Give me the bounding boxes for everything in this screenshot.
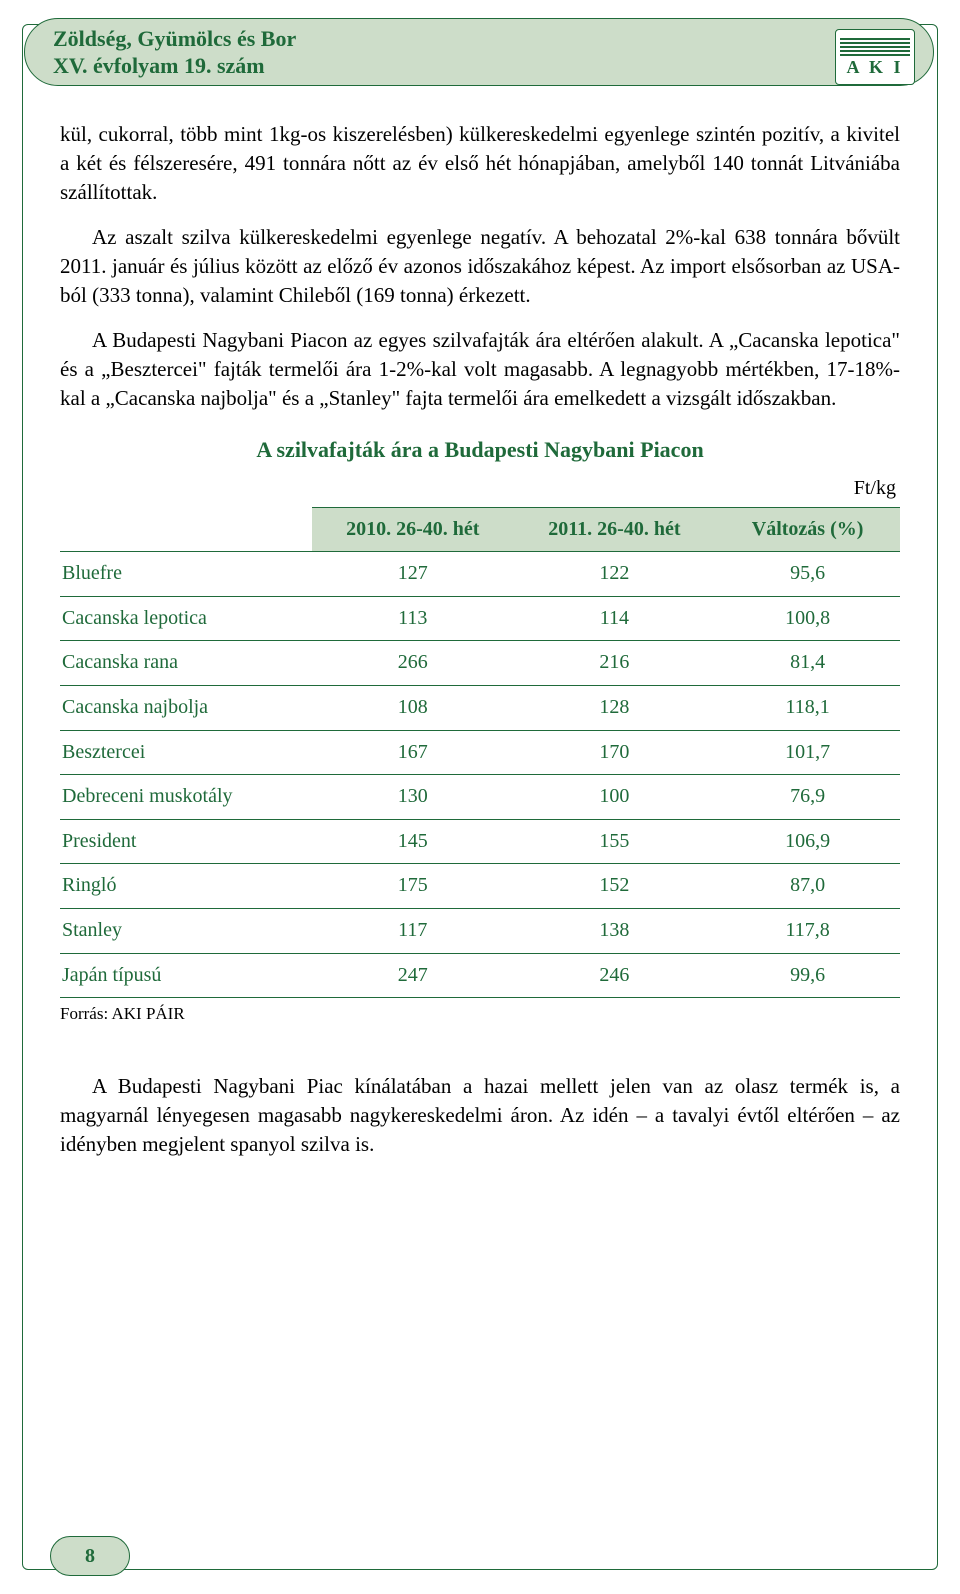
- row-value: 95,6: [715, 552, 900, 597]
- row-value: 266: [312, 641, 514, 686]
- body-paragraph-2: Az aszalt szilva külkereskedelmi egyenle…: [60, 223, 900, 310]
- table-col-change: Változás (%): [715, 507, 900, 552]
- body-paragraph-4: A Budapesti Nagybani Piac kínálatában a …: [60, 1072, 900, 1159]
- row-value: 246: [514, 953, 716, 998]
- table-body: Bluefre12712295,6Cacanska lepotica113114…: [60, 552, 900, 998]
- row-label: President: [60, 819, 312, 864]
- row-label: Besztercei: [60, 730, 312, 775]
- row-value: 247: [312, 953, 514, 998]
- table-row: Cacanska rana26621681,4: [60, 641, 900, 686]
- body-paragraph-3: A Budapesti Nagybani Piacon az egyes szi…: [60, 326, 900, 413]
- row-value: 130: [312, 775, 514, 820]
- row-value: 155: [514, 819, 716, 864]
- page: Zöldség, Gyümölcs és Bor XV. évfolyam 19…: [0, 0, 960, 1594]
- table-header-row: 2010. 26-40. hét 2011. 26-40. hét Változ…: [60, 507, 900, 552]
- row-value: 117: [312, 909, 514, 954]
- publication-issue: XV. évfolyam 19. szám: [53, 53, 265, 78]
- table-row: Cacanska lepotica113114100,8: [60, 596, 900, 641]
- row-value: 128: [514, 686, 716, 731]
- row-label: Japán típusú: [60, 953, 312, 998]
- row-value: 113: [312, 596, 514, 641]
- row-value: 114: [514, 596, 716, 641]
- row-value: 99,6: [715, 953, 900, 998]
- publication-header: Zöldség, Gyümölcs és Bor XV. évfolyam 19…: [53, 25, 296, 80]
- table-row: Ringló17515287,0: [60, 864, 900, 909]
- row-value: 175: [312, 864, 514, 909]
- table-unit-label: Ft/kg: [60, 475, 900, 503]
- table-title: A szilvafajták ára a Budapesti Nagybani …: [60, 435, 900, 465]
- table-row: Stanley117138117,8: [60, 909, 900, 954]
- price-table: 2010. 26-40. hét 2011. 26-40. hét Változ…: [60, 507, 900, 999]
- row-label: Bluefre: [60, 552, 312, 597]
- page-number: 8: [85, 1545, 95, 1568]
- aki-logo: A K I: [835, 29, 915, 85]
- table-col-2011: 2011. 26-40. hét: [514, 507, 716, 552]
- row-label: Cacanska lepotica: [60, 596, 312, 641]
- row-value: 167: [312, 730, 514, 775]
- row-value: 100,8: [715, 596, 900, 641]
- table-row: Besztercei167170101,7: [60, 730, 900, 775]
- page-number-pill: 8: [50, 1536, 130, 1576]
- table-source: Forrás: AKI PÁIR: [60, 1002, 900, 1025]
- aki-logo-stripes: [840, 38, 910, 56]
- row-value: 138: [514, 909, 716, 954]
- row-value: 216: [514, 641, 716, 686]
- row-label: Stanley: [60, 909, 312, 954]
- row-value: 81,4: [715, 641, 900, 686]
- row-label: Ringló: [60, 864, 312, 909]
- row-value: 108: [312, 686, 514, 731]
- table-row: Japán típusú24724699,6: [60, 953, 900, 998]
- row-value: 127: [312, 552, 514, 597]
- header-pill: Zöldség, Gyümölcs és Bor XV. évfolyam 19…: [24, 18, 934, 86]
- table-row: Cacanska najbolja108128118,1: [60, 686, 900, 731]
- body-paragraph-1: kül, cukorral, több mint 1kg-os kiszerel…: [60, 120, 900, 207]
- table-row: President145155106,9: [60, 819, 900, 864]
- table-col-2010: 2010. 26-40. hét: [312, 507, 514, 552]
- row-value: 76,9: [715, 775, 900, 820]
- row-value: 122: [514, 552, 716, 597]
- table-row: Bluefre12712295,6: [60, 552, 900, 597]
- row-value: 170: [514, 730, 716, 775]
- publication-title: Zöldség, Gyümölcs és Bor: [53, 26, 296, 51]
- aki-logo-text: A K I: [846, 58, 903, 76]
- row-value: 152: [514, 864, 716, 909]
- row-value: 118,1: [715, 686, 900, 731]
- row-value: 145: [312, 819, 514, 864]
- row-label: Cacanska najbolja: [60, 686, 312, 731]
- row-value: 106,9: [715, 819, 900, 864]
- table-col-empty: [60, 507, 312, 552]
- row-value: 87,0: [715, 864, 900, 909]
- row-label: Debreceni muskotály: [60, 775, 312, 820]
- row-value: 100: [514, 775, 716, 820]
- row-value: 101,7: [715, 730, 900, 775]
- table-row: Debreceni muskotály13010076,9: [60, 775, 900, 820]
- row-value: 117,8: [715, 909, 900, 954]
- row-label: Cacanska rana: [60, 641, 312, 686]
- content-area: kül, cukorral, több mint 1kg-os kiszerel…: [60, 120, 900, 1175]
